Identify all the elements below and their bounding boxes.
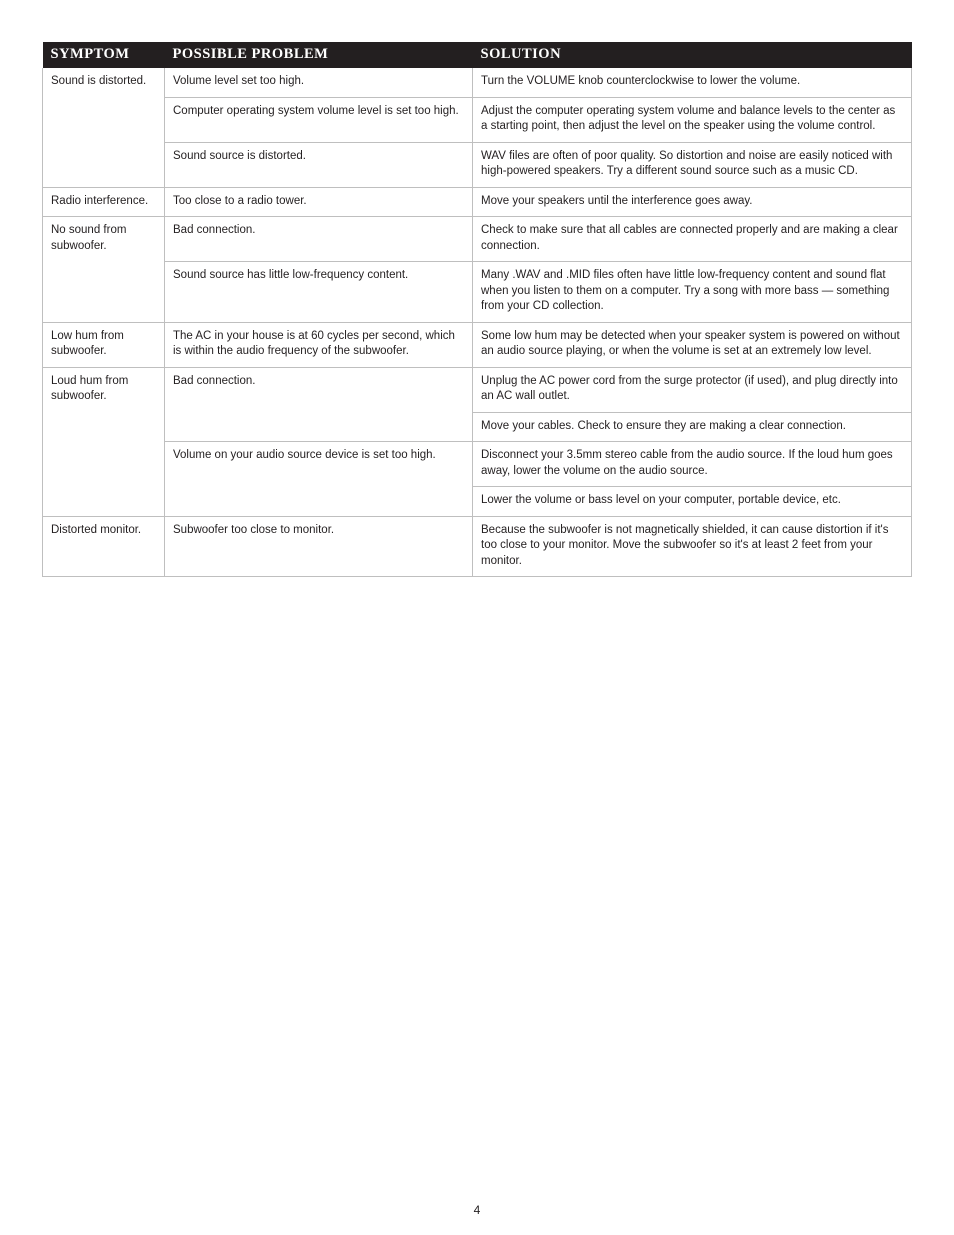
symptom-cell: Distorted monitor. <box>43 516 165 577</box>
table-row: Computer operating system volume level i… <box>43 97 912 142</box>
table-row: Low hum from subwoofer. The AC in your h… <box>43 322 912 367</box>
solution-cell: Move your cables. Check to ensure they a… <box>473 412 912 442</box>
symptom-cell: Sound is distorted. <box>43 68 165 187</box>
solution-cell: Some low hum may be detected when your s… <box>473 322 912 367</box>
solution-cell: WAV files are often of poor quality. So … <box>473 142 912 187</box>
symptom-cell: Radio interference. <box>43 187 165 217</box>
table-row: Volume on your audio source device is se… <box>43 442 912 487</box>
problem-cell: Bad connection. <box>165 217 473 262</box>
page: SYMPTOM POSSIBLE PROBLEM SOLUTION Sound … <box>0 0 954 1235</box>
problem-cell: Too close to a radio tower. <box>165 187 473 217</box>
problem-cell: Sound source has little low-frequency co… <box>165 262 473 323</box>
problem-cell: Computer operating system volume level i… <box>165 97 473 142</box>
problem-cell: Bad connection. <box>165 367 473 442</box>
symptom-cell: Loud hum from subwoofer. <box>43 367 165 516</box>
table-row: No sound from subwoofer. Bad connection.… <box>43 217 912 262</box>
solution-cell: Check to make sure that all cables are c… <box>473 217 912 262</box>
table-row: Loud hum from subwoofer. Bad connection.… <box>43 367 912 412</box>
table-row: Sound is distorted. Volume level set too… <box>43 68 912 97</box>
symptom-cell: No sound from subwoofer. <box>43 217 165 323</box>
table-row: Sound source is distorted. WAV files are… <box>43 142 912 187</box>
table-body: Sound is distorted. Volume level set too… <box>43 68 912 577</box>
problem-cell: Subwoofer too close to monitor. <box>165 516 473 577</box>
page-number: 4 <box>0 1203 954 1217</box>
problem-cell: Volume on your audio source device is se… <box>165 442 473 517</box>
solution-cell: Many .WAV and .MID files often have litt… <box>473 262 912 323</box>
solution-cell: Move your speakers until the interferenc… <box>473 187 912 217</box>
symptom-cell: Low hum from subwoofer. <box>43 322 165 367</box>
solution-cell: Disconnect your 3.5mm stereo cable from … <box>473 442 912 487</box>
solution-cell: Adjust the computer operating system vol… <box>473 97 912 142</box>
table-row: Distorted monitor. Subwoofer too close t… <box>43 516 912 577</box>
solution-cell: Turn the VOLUME knob counterclockwise to… <box>473 68 912 97</box>
header-solution: SOLUTION <box>473 42 912 68</box>
header-problem: POSSIBLE PROBLEM <box>165 42 473 68</box>
header-symptom: SYMPTOM <box>43 42 165 68</box>
problem-cell: Volume level set too high. <box>165 68 473 97</box>
troubleshooting-table: SYMPTOM POSSIBLE PROBLEM SOLUTION Sound … <box>42 42 912 577</box>
table-header-row: SYMPTOM POSSIBLE PROBLEM SOLUTION <box>43 42 912 68</box>
solution-cell: Because the subwoofer is not magneticall… <box>473 516 912 577</box>
table-row: Sound source has little low-frequency co… <box>43 262 912 323</box>
solution-cell: Lower the volume or bass level on your c… <box>473 487 912 517</box>
table-row: Radio interference. Too close to a radio… <box>43 187 912 217</box>
solution-cell: Unplug the AC power cord from the surge … <box>473 367 912 412</box>
problem-cell: The AC in your house is at 60 cycles per… <box>165 322 473 367</box>
problem-cell: Sound source is distorted. <box>165 142 473 187</box>
